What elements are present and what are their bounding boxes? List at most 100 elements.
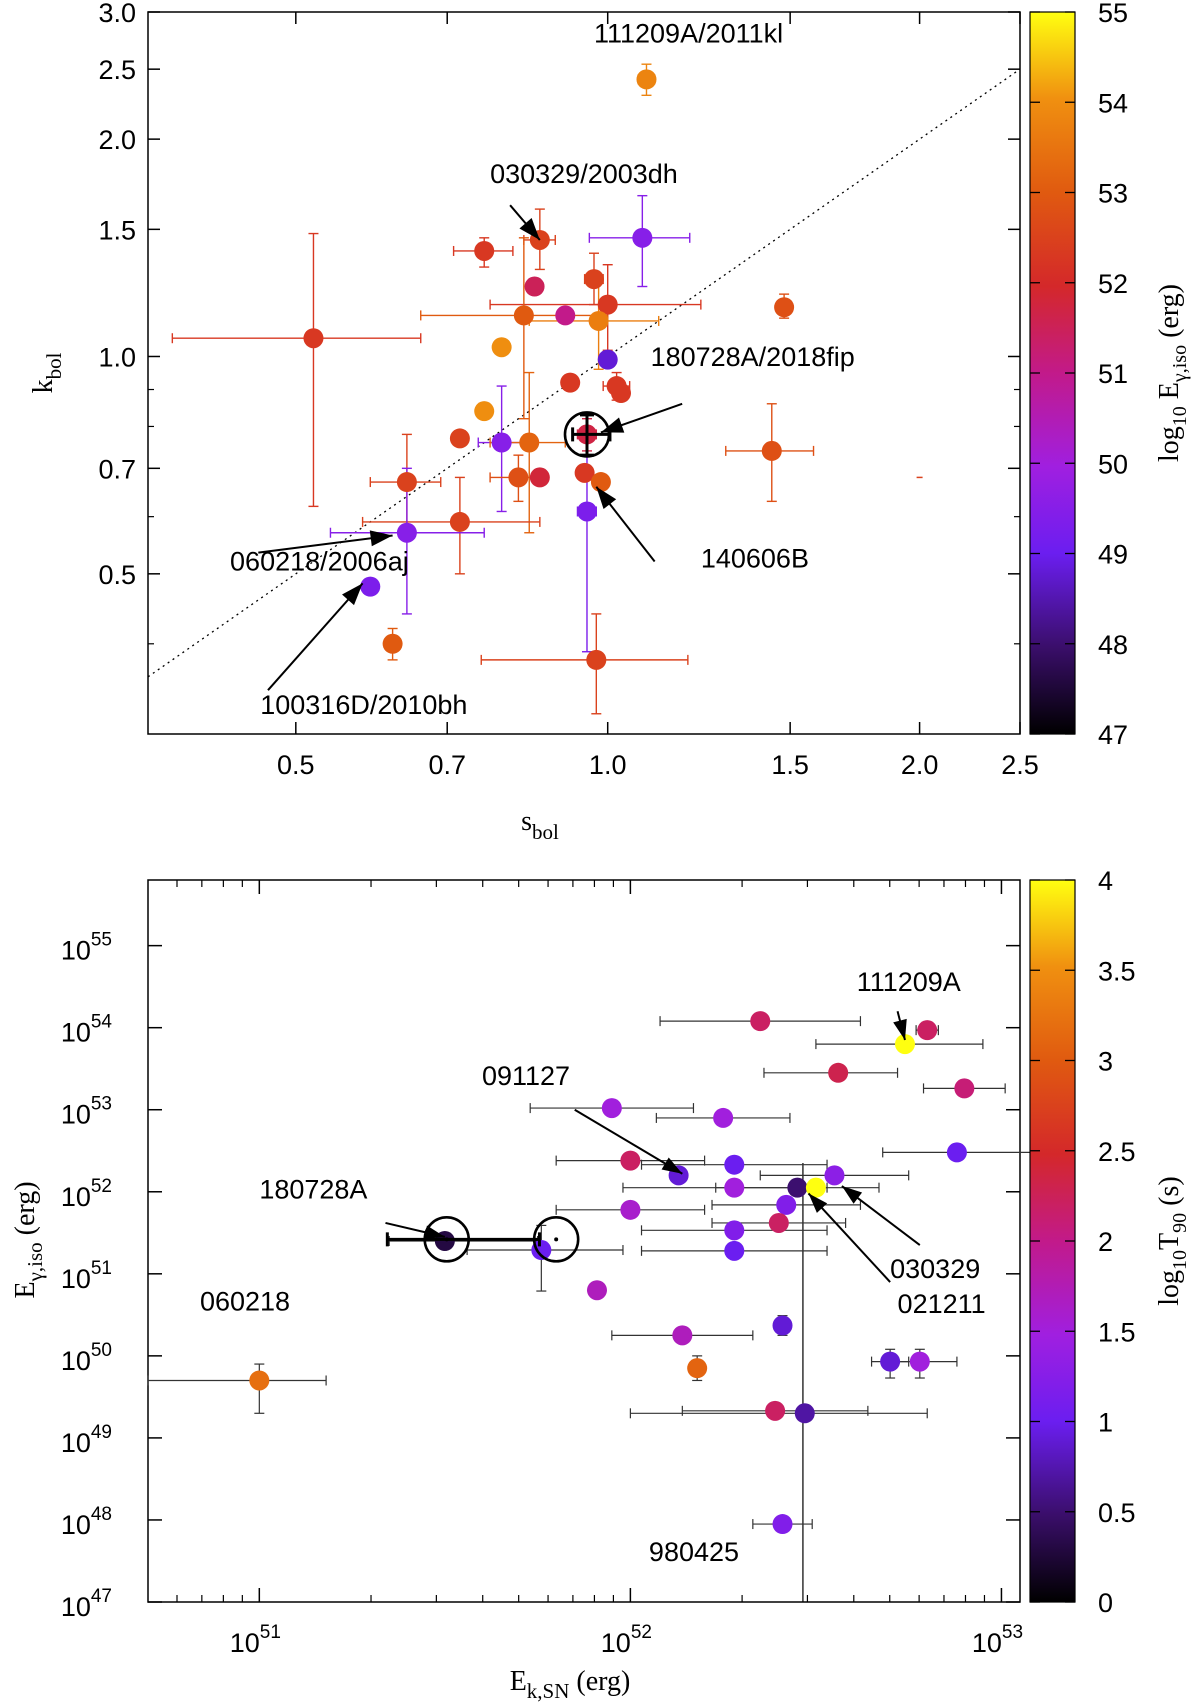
bottom-y-tick-exp: 48 <box>91 1504 112 1525</box>
top-colorbar-tick-label: 47 <box>1098 720 1128 750</box>
top-y-tick-label: 0.7 <box>98 454 136 484</box>
bottom-y-tick-label: 1051 <box>61 1258 112 1294</box>
top-colorbar-tick-label: 52 <box>1098 269 1128 299</box>
bottom-y-axis-label-post: (erg) <box>10 1181 41 1242</box>
bottom-colorbar-tick-label: 0.5 <box>1098 1498 1136 1528</box>
top-annotation-label: 030329/2003dh <box>490 159 678 189</box>
bottom-annotation-label: 030329 <box>890 1254 980 1284</box>
bottom-data-point <box>894 1034 915 1055</box>
bottom-panel: 1051 1052 10531047104810491050105110521053… <box>10 866 1191 1703</box>
bottom-highlight-ring <box>423 1216 471 1263</box>
bottom-colorbar-tick-label: 3.5 <box>1098 956 1136 986</box>
bottom-data-point <box>687 1358 708 1379</box>
top-colorbar-label-post: (erg) <box>1154 284 1185 345</box>
bottom-data-point <box>880 1351 901 1372</box>
top-annotation-arrow-head <box>342 583 363 606</box>
top-annotation-arrow-line <box>258 534 393 554</box>
top-y-axis-label-sub: bol <box>42 352 66 379</box>
bottom-data-point <box>586 1280 607 1301</box>
bottom-y-tick-label: 1053 <box>61 1094 112 1130</box>
bottom-x-tick-label: 1051 <box>230 1622 281 1658</box>
top-data-point <box>360 576 381 597</box>
bottom-data-point <box>917 1020 938 1041</box>
top-annotation-label: 140606B <box>701 544 809 574</box>
top-data-point <box>396 472 417 493</box>
top-x-tick-label: 2.5 <box>1001 750 1039 780</box>
bottom-y-tick-exp: 47 <box>91 1586 112 1607</box>
top-x-tick-label: 2.0 <box>901 750 939 780</box>
bottom-colorbar-label-mid: T <box>1154 1233 1185 1250</box>
top-data-point <box>761 440 782 461</box>
top-y-tick-label: 2.0 <box>98 125 136 155</box>
top-x-axis-label-sub: bol <box>532 820 559 844</box>
bottom-y-tick-label: 1049 <box>61 1422 112 1458</box>
bottom-x-axis-label-post: (erg) <box>569 1666 630 1697</box>
bottom-data-point <box>772 1315 793 1336</box>
bottom-y-tick-label: 1050 <box>61 1340 112 1376</box>
bottom-annotation-arrow-line <box>574 1108 683 1175</box>
top-y-axis-label-main: k <box>28 379 59 393</box>
bottom-y-tick-exp: 55 <box>91 930 112 951</box>
bottom-annotation-arrow-head <box>661 1157 683 1174</box>
bottom-colorbar-tick-label: 2.5 <box>1098 1137 1136 1167</box>
bottom-data-point <box>249 1370 270 1391</box>
bottom-y-tick-base: 10 <box>61 1100 91 1130</box>
bottom-y-tick-base: 10 <box>61 1018 91 1048</box>
bottom-y-axis-label-sub: γ,iso <box>23 1242 47 1282</box>
bottom-x-axis-label-sub: k,SN <box>527 1679 570 1703</box>
top-data-point <box>586 649 607 670</box>
bottom-y-tick-label: 1052 <box>61 1176 112 1212</box>
top-data-point <box>449 428 470 449</box>
bottom-annotation-label: 021211 <box>898 1289 986 1319</box>
top-data-point <box>396 522 417 543</box>
top-data-points <box>303 69 923 670</box>
bottom-colorbar-tick-label: 3 <box>1098 1047 1113 1077</box>
top-y-tick-label: 1.5 <box>98 215 136 245</box>
bottom-data-point <box>765 1400 786 1421</box>
bottom-annotations: 111209A 091127 180728A 030329 021211 060218 98… <box>200 967 986 1567</box>
bottom-y-tick-base: 10 <box>61 1346 91 1376</box>
bottom-x-tick-label: 1053 <box>972 1622 1023 1658</box>
top-data-point <box>597 349 618 370</box>
top-annotation-arrow-head <box>369 530 393 547</box>
bottom-data-point <box>724 1240 745 1261</box>
top-annotation-arrow-head <box>600 417 625 433</box>
bottom-y-tick-exp: 54 <box>91 1012 113 1033</box>
bottom-x-axis-label: Ek,SN (erg) <box>510 1666 631 1703</box>
bottom-y-tick-label: 1055 <box>61 930 112 966</box>
top-x-axis-label: sbol <box>521 806 559 844</box>
top-colorbar-tick-label: 51 <box>1098 359 1128 389</box>
top-data-point <box>519 432 540 453</box>
bottom-y-tick-base: 10 <box>61 1182 91 1212</box>
bottom-x-tick-label: 1052 <box>601 1622 652 1658</box>
top-colorbar-tick-label: 50 <box>1098 449 1128 479</box>
bottom-data-point <box>768 1212 789 1233</box>
bottom-x-axis-label-main: E <box>510 1666 527 1697</box>
bottom-y-tick-base: 10 <box>61 1428 91 1458</box>
bottom-data-point <box>724 1154 745 1175</box>
bottom-x-tick-base: 10 <box>230 1628 260 1658</box>
top-annotation-arrow-head <box>519 218 540 240</box>
bottom-data-point <box>909 1351 930 1372</box>
top-data-point <box>636 69 657 90</box>
bottom-data-point <box>828 1062 849 1083</box>
bottom-x-tick-exp: 52 <box>631 1622 652 1643</box>
top-colorbar-tick-label: 48 <box>1098 630 1128 660</box>
bottom-x-tick-exp: 53 <box>1002 1622 1023 1643</box>
top-colorbar-tick-label: 54 <box>1098 88 1128 118</box>
top-data-point <box>611 383 632 404</box>
bottom-annotation-label: 180728A <box>259 1174 367 1204</box>
bottom-data-point <box>713 1107 734 1128</box>
bottom-y-axis-label-main: E <box>10 1281 41 1298</box>
top-x-tick-label: 1.5 <box>771 750 809 780</box>
bottom-x-tick-base: 10 <box>601 1628 631 1658</box>
top-x-tick-label: 0.5 <box>277 750 315 780</box>
top-data-point <box>590 472 611 493</box>
top-colorbar-tick-label: 55 <box>1098 0 1128 28</box>
bottom-annotation-arrow-head <box>893 1018 907 1040</box>
top-annotation-label: 180728A/2018fip <box>651 342 855 372</box>
bottom-data-point <box>750 1011 771 1032</box>
top-y-tick-label: 3.0 <box>98 0 136 28</box>
top-y-tick-label: 1.0 <box>98 342 136 372</box>
top-data-point <box>474 240 495 261</box>
